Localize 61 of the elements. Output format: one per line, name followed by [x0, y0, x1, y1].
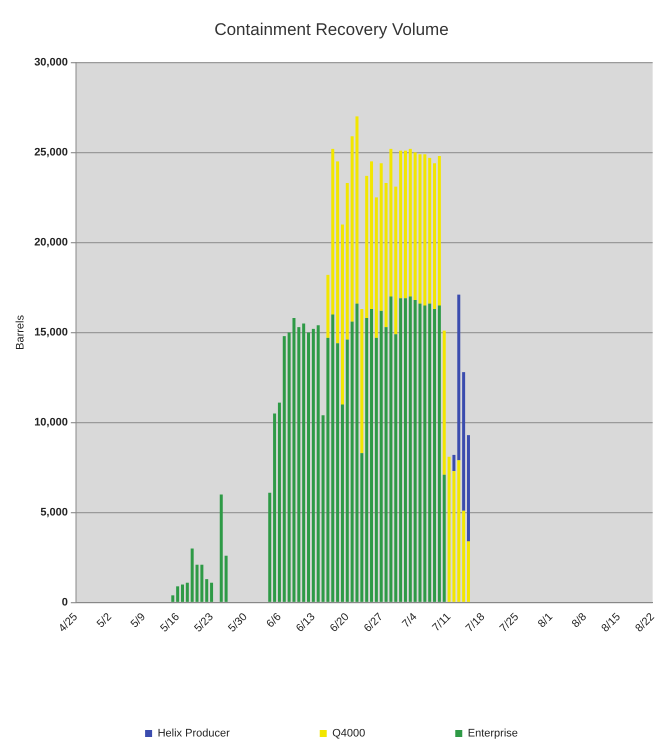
- x-tick-label: 5/2: [94, 610, 114, 630]
- bar: [384, 183, 388, 328]
- bar: [404, 298, 407, 602]
- bar: [273, 413, 276, 602]
- bar: [268, 492, 272, 602]
- x-tick-label: 5/16: [158, 610, 182, 635]
- x-tick-label: 6/13: [294, 610, 318, 635]
- y-tick-label: 5,000: [40, 506, 68, 519]
- x-tick-label: 7/25: [498, 610, 522, 635]
- bar: [384, 327, 388, 602]
- x-tick-label: 5/30: [226, 610, 250, 635]
- x-tick-label: 4/25: [56, 610, 80, 635]
- bar: [452, 454, 456, 472]
- x-tick-label: 5/9: [128, 610, 148, 630]
- x-tick-label: 8/1: [536, 610, 556, 630]
- bar: [448, 456, 451, 602]
- y-tick-label: 10,000: [34, 416, 68, 429]
- y-tick-label: 0: [62, 596, 68, 609]
- bar: [438, 156, 441, 306]
- x-tick-label: 8/22: [633, 610, 657, 635]
- bar: [418, 154, 422, 304]
- bar: [433, 163, 436, 310]
- legend-label: Q4000: [332, 728, 366, 740]
- x-tick-label: 6/27: [362, 610, 386, 635]
- x-tick-label: 6/20: [328, 610, 352, 635]
- bar: [278, 402, 281, 602]
- bar: [418, 304, 422, 602]
- bar: [442, 330, 446, 475]
- bar: [452, 471, 456, 602]
- chart-title: Containment Recovery Volume: [214, 20, 449, 39]
- bar: [322, 415, 325, 602]
- bar: [210, 582, 214, 602]
- y-tick-label: 20,000: [34, 236, 68, 248]
- x-tick-label: 7/18: [464, 610, 488, 635]
- x-tick-label: 7/11: [430, 610, 454, 634]
- bar: [389, 296, 392, 602]
- bar: [196, 564, 199, 602]
- bar: [355, 116, 358, 304]
- legend-label: Helix Producer: [158, 728, 230, 740]
- bar: [389, 148, 392, 296]
- bar: [355, 304, 358, 602]
- x-tick-label: 7/4: [400, 610, 420, 630]
- bar: [340, 224, 344, 404]
- x-tick-label: 8/8: [570, 610, 590, 630]
- y-tick-label: 25,000: [34, 146, 68, 158]
- x-tick-label: 5/23: [192, 610, 216, 635]
- bar: [370, 161, 374, 310]
- bar: [466, 435, 470, 542]
- bar: [404, 150, 407, 298]
- y-tick-label: 15,000: [34, 326, 68, 338]
- bar: [370, 309, 374, 602]
- y-axis-title: Barrels: [14, 314, 27, 350]
- bar: [180, 584, 184, 602]
- bar: [292, 318, 296, 602]
- bar: [466, 541, 470, 602]
- bar: [340, 404, 344, 602]
- y-tick-label: 30,000: [34, 56, 68, 68]
- x-tick-label: 6/6: [264, 610, 284, 630]
- bar: [433, 309, 436, 602]
- bar: [307, 332, 310, 602]
- legend-label: Enterprise: [468, 728, 518, 740]
